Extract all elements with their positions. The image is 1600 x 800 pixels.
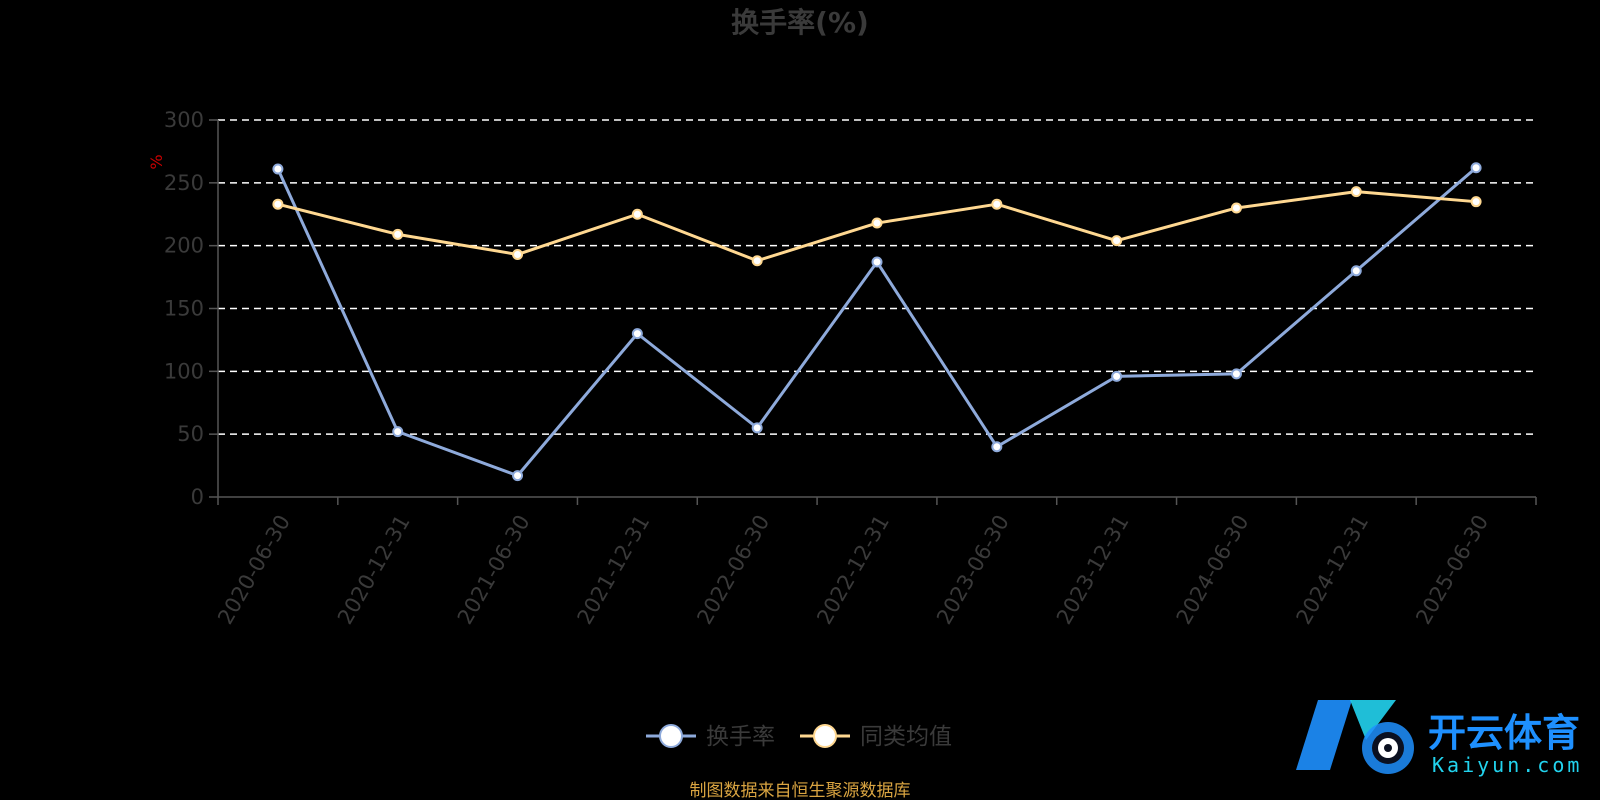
y-tick-label: 0 — [191, 485, 204, 509]
x-tick-label: 2024-06-30 — [1172, 511, 1254, 629]
data-point[interactable] — [1230, 202, 1242, 214]
series-lines — [272, 162, 1482, 482]
data-point[interactable] — [751, 422, 763, 434]
legend-label: 换手率 — [706, 724, 775, 750]
legend-circle-marker — [659, 724, 683, 748]
legend-item-1[interactable]: 同类均值 — [800, 724, 952, 750]
data-point[interactable] — [751, 255, 763, 267]
data-point[interactable] — [1350, 186, 1362, 198]
data-point[interactable] — [871, 256, 883, 268]
x-tick-label: 2024-12-31 — [1292, 511, 1374, 629]
x-tick-label: 2020-06-30 — [213, 511, 295, 629]
data-point[interactable] — [991, 441, 1003, 453]
data-point[interactable] — [991, 198, 1003, 210]
data-point[interactable] — [1230, 368, 1242, 380]
chart-title: 换手率(%) — [731, 6, 869, 39]
x-tick-label: 2022-12-31 — [812, 511, 894, 629]
y-axis-ticks: 0 50 100 150 200 250 300 — [164, 108, 218, 509]
data-point[interactable] — [272, 198, 284, 210]
legend[interactable]: 换手率 同类均值 — [646, 724, 952, 750]
x-tick-label: 2020-12-31 — [333, 511, 415, 629]
x-tick-label: 2021-06-30 — [453, 511, 535, 629]
data-point[interactable] — [1111, 235, 1123, 247]
y-axis-unit-label: % — [147, 154, 166, 169]
grid-lines — [218, 119, 1536, 435]
x-tick-label: 2021-12-31 — [573, 511, 655, 629]
data-point[interactable] — [512, 470, 524, 482]
data-point[interactable] — [1350, 265, 1362, 277]
x-tick-label: 2022-06-30 — [692, 511, 774, 629]
y-tick-label: 200 — [164, 234, 204, 258]
data-point[interactable] — [512, 248, 524, 260]
y-tick-label: 250 — [164, 171, 204, 195]
data-point[interactable] — [392, 426, 404, 438]
data-point[interactable] — [631, 208, 643, 220]
series-line-0 — [276, 166, 1478, 478]
brand-logo-icon — [1296, 700, 1414, 774]
data-point[interactable] — [631, 328, 643, 340]
y-tick-label: 100 — [164, 359, 204, 383]
x-tick-label: 2023-06-30 — [932, 511, 1014, 629]
data-point[interactable] — [1470, 162, 1482, 174]
data-point[interactable] — [871, 217, 883, 229]
y-tick-label: 150 — [164, 297, 204, 321]
x-tick-label: 2023-12-31 — [1052, 511, 1134, 629]
data-point[interactable] — [392, 228, 404, 240]
data-source-note: 制图数据来自恒生聚源数据库 — [690, 781, 911, 800]
data-point[interactable] — [1470, 196, 1482, 208]
x-axis-ticks: 2020-06-30 2020-12-31 2021-06-30 2021-12-31… — [213, 497, 1537, 629]
brand-name-cn: 开云体育 — [1428, 711, 1580, 755]
brand-name-en: Kaiyun.com — [1432, 753, 1582, 777]
data-point[interactable] — [1111, 370, 1123, 382]
data-point[interactable] — [272, 163, 284, 175]
legend-label: 同类均值 — [860, 724, 952, 750]
y-tick-label: 300 — [164, 108, 204, 132]
brand-watermark: 开云体育 Kaiyun.com — [1296, 700, 1582, 777]
x-tick-label: 2025-06-30 — [1411, 511, 1493, 629]
legend-item-0[interactable]: 换手率 — [646, 724, 775, 750]
y-tick-label: 50 — [177, 422, 204, 446]
legend-circle-marker — [813, 724, 837, 748]
